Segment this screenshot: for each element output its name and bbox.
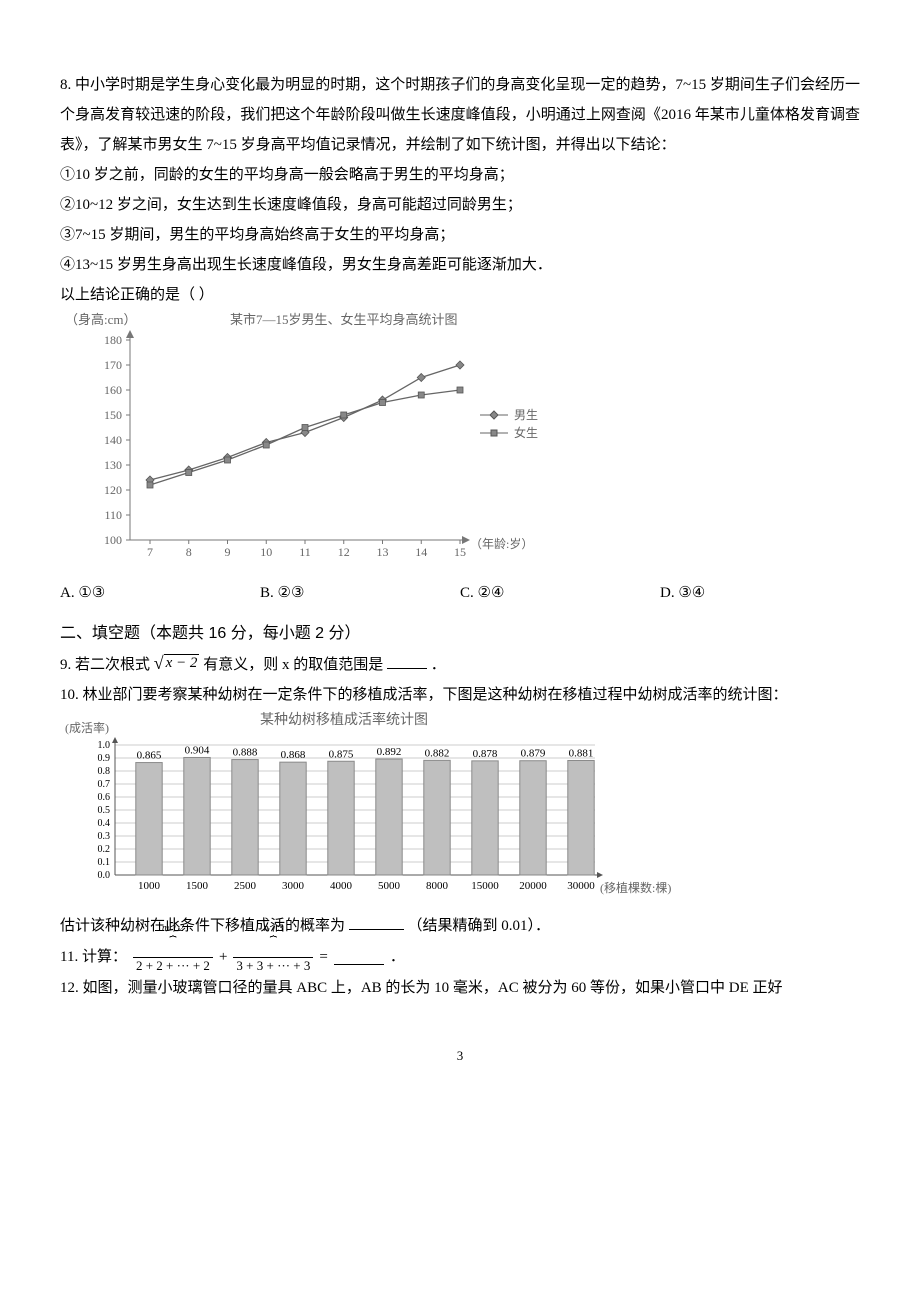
q8-chart-title: 某市7—15岁男生、女生平均身高统计图: [230, 312, 458, 327]
svg-text:5000: 5000: [378, 880, 401, 892]
svg-text:1.0: 1.0: [98, 740, 111, 751]
svg-text:0.7: 0.7: [98, 779, 111, 790]
q9-pre: 9. 若二次根式: [60, 657, 150, 673]
svg-text:0.8: 0.8: [98, 766, 111, 777]
q11: 11. 计算： m个22+2+···+2 2 + 2 + ··· + 2 + n…: [60, 941, 860, 973]
q10-ylabel: (成活率): [65, 720, 109, 735]
svg-text:12: 12: [338, 545, 350, 559]
svg-text:180: 180: [104, 333, 122, 347]
q9-blank[interactable]: [387, 653, 427, 669]
svg-text:160: 160: [104, 383, 122, 397]
q8-stem: 8. 中小学时期是学生身心变化最为明显的时期，这个时期孩子们的身高变化呈现一定的…: [60, 70, 860, 160]
svg-text:15: 15: [454, 545, 466, 559]
q10-title: 某种幼树移植成活率统计图: [260, 711, 428, 728]
svg-text:0.9: 0.9: [98, 753, 111, 764]
svg-text:13: 13: [377, 545, 389, 559]
q10-stem: 10. 林业部门要考察某种幼树在一定条件下的移植成活率，下图是这种幼树在移植过程…: [60, 680, 860, 710]
q8-options: A. ①③ B. ②③ C. ②④ D. ③④: [60, 578, 860, 608]
svg-text:15000: 15000: [471, 880, 499, 892]
svg-text:8000: 8000: [426, 880, 449, 892]
svg-text:1000: 1000: [138, 880, 161, 892]
svg-text:4000: 4000: [330, 880, 353, 892]
svg-text:20000: 20000: [519, 880, 547, 892]
svg-text:0.882: 0.882: [425, 747, 450, 759]
q8-chart: （身高:cm） 某市7—15岁男生、女生平均身高统计图 100 110 120 130…: [60, 310, 560, 565]
q8-c1: ①10 岁之前，同龄的女生的平均身高一般会略高于男生的平均身高；: [60, 160, 860, 190]
q8-opt-d[interactable]: D. ③④: [660, 578, 860, 608]
q9-post: 有意义，则 x 的取值范围是: [203, 657, 383, 673]
svg-text:0.6: 0.6: [98, 792, 111, 803]
svg-text:120: 120: [104, 483, 122, 497]
q10-chart: (成活率) 某种幼树移植成活率统计图 0.0 0.1 0.2 0.3 0.4 0.5 0.6…: [60, 710, 700, 900]
q11-blank[interactable]: [334, 949, 384, 965]
q9: 9. 若二次根式 √x − 2 有意义，则 x 的取值范围是 ．: [60, 650, 860, 680]
svg-text:14: 14: [415, 545, 427, 559]
svg-text:0.868: 0.868: [281, 749, 306, 761]
svg-text:10: 10: [260, 545, 272, 559]
svg-text:0.5: 0.5: [98, 805, 111, 816]
svg-text:170: 170: [104, 358, 122, 372]
svg-text:130: 130: [104, 458, 122, 472]
svg-text:0.4: 0.4: [98, 818, 111, 829]
q8-opt-c[interactable]: C. ②④: [460, 578, 660, 608]
svg-text:3000: 3000: [282, 880, 305, 892]
svg-text:2500: 2500: [234, 880, 257, 892]
svg-text:7: 7: [147, 545, 153, 559]
svg-text:0.1: 0.1: [98, 857, 111, 868]
q8-c3: ③7~15 岁期间，男生的平均身高始终高于女生的平均身高；: [60, 220, 860, 250]
page-number: 3: [60, 1043, 860, 1069]
q8-ylabel: （身高:cm）: [65, 312, 137, 327]
svg-text:11: 11: [299, 545, 311, 559]
q10-xlabel: (移植棵数:棵): [600, 880, 671, 895]
svg-text:30000: 30000: [567, 880, 595, 892]
sqrt-icon: √x − 2: [154, 654, 200, 672]
q8-xlabel: （年龄:岁）: [470, 536, 533, 551]
q12: 12. 如图，测量小玻璃管口径的量具 ABC 上，AB 的长为 10 毫米，AC…: [60, 973, 860, 1003]
svg-text:0.892: 0.892: [377, 746, 402, 758]
svg-text:140: 140: [104, 433, 122, 447]
svg-text:0.2: 0.2: [98, 844, 111, 855]
svg-text:0.875: 0.875: [329, 748, 354, 760]
legend-boy: 男生: [514, 408, 538, 422]
svg-text:150: 150: [104, 408, 122, 422]
q8-c2: ②10~12 岁之间，女生达到生长速度峰值段，身高可能超过同龄男生；: [60, 190, 860, 220]
q11-frac1: m个22+2+···+2 2 + 2 + ··· + 2: [133, 941, 213, 973]
svg-text:8: 8: [186, 545, 192, 559]
svg-text:0.0: 0.0: [98, 870, 111, 881]
section-2-title: 二、填空题（本题共 16 分，每小题 2 分）: [60, 618, 860, 650]
q8-opt-b[interactable]: B. ②③: [260, 578, 460, 608]
q11-frac2: n个33+3+···+3 3 + 3 + ··· + 3: [233, 941, 313, 973]
svg-text:0.904: 0.904: [185, 744, 210, 756]
svg-text:1500: 1500: [186, 880, 209, 892]
q8-opt-a[interactable]: A. ①③: [60, 578, 260, 608]
q8-c4: ④13~15 岁男生身高出现生长速度峰值段，男女生身高差距可能逐渐加大．: [60, 250, 860, 280]
svg-text:0.881: 0.881: [569, 747, 594, 759]
svg-text:110: 110: [104, 508, 122, 522]
q10-blank[interactable]: [349, 914, 404, 930]
svg-text:0.878: 0.878: [473, 748, 498, 760]
svg-text:0.865: 0.865: [137, 750, 162, 762]
svg-text:0.879: 0.879: [521, 748, 546, 760]
svg-text:100: 100: [104, 533, 122, 547]
svg-text:9: 9: [225, 545, 231, 559]
svg-text:0.3: 0.3: [98, 831, 111, 842]
svg-text:0.888: 0.888: [233, 747, 258, 759]
legend-girl: 女生: [514, 425, 538, 440]
q8-ask: 以上结论正确的是（ ）: [60, 280, 860, 310]
